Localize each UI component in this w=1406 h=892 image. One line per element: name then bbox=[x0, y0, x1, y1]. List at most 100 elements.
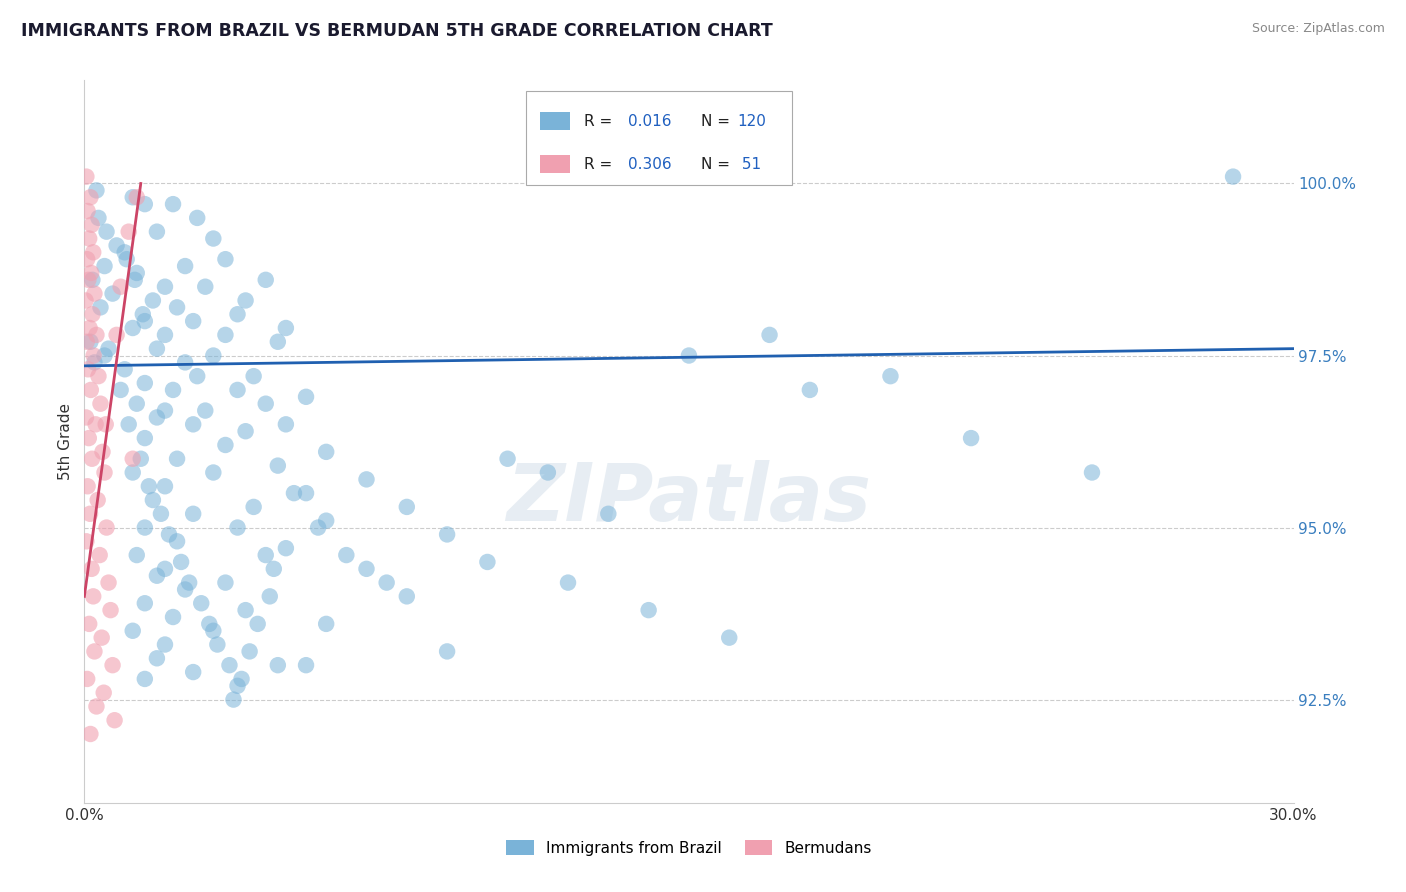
Point bbox=[134, 197, 156, 211]
Point bbox=[90, 631, 112, 645]
Point bbox=[153, 562, 176, 576]
Point bbox=[162, 610, 184, 624]
Point bbox=[97, 575, 120, 590]
Point bbox=[335, 548, 357, 562]
Point bbox=[77, 431, 100, 445]
Point bbox=[82, 590, 104, 604]
Text: R =: R = bbox=[583, 157, 612, 172]
Point bbox=[226, 520, 249, 534]
Point bbox=[93, 259, 115, 273]
Point bbox=[259, 590, 281, 604]
Point bbox=[239, 644, 262, 658]
Point bbox=[79, 321, 101, 335]
Point bbox=[146, 342, 169, 356]
Point bbox=[198, 616, 221, 631]
Point bbox=[186, 369, 208, 384]
Point bbox=[315, 616, 337, 631]
Y-axis label: 5th Grade: 5th Grade bbox=[58, 403, 73, 480]
Point bbox=[104, 713, 127, 727]
Point bbox=[80, 562, 103, 576]
Point bbox=[222, 692, 245, 706]
Point bbox=[132, 307, 155, 321]
Point bbox=[142, 493, 165, 508]
Point bbox=[267, 658, 290, 673]
Point bbox=[194, 403, 217, 417]
Point bbox=[121, 321, 143, 335]
Point bbox=[1222, 169, 1244, 184]
Point bbox=[315, 445, 337, 459]
Point bbox=[89, 301, 111, 315]
Point bbox=[83, 286, 105, 301]
Point bbox=[214, 575, 236, 590]
Point bbox=[125, 548, 148, 562]
Point bbox=[214, 438, 236, 452]
Point bbox=[146, 568, 169, 582]
Text: 120: 120 bbox=[737, 113, 766, 128]
Point bbox=[295, 390, 318, 404]
Point bbox=[118, 225, 141, 239]
Point bbox=[89, 397, 111, 411]
Point bbox=[138, 479, 160, 493]
Point bbox=[242, 500, 264, 514]
Point bbox=[87, 211, 110, 225]
Point bbox=[86, 699, 108, 714]
Point bbox=[181, 314, 204, 328]
Point bbox=[83, 349, 105, 363]
Point bbox=[395, 590, 418, 604]
Point bbox=[295, 486, 318, 500]
Point bbox=[115, 252, 138, 267]
Point bbox=[142, 293, 165, 308]
Point bbox=[79, 334, 101, 349]
Point bbox=[375, 575, 398, 590]
Point bbox=[254, 397, 277, 411]
Point bbox=[162, 197, 184, 211]
Point bbox=[153, 327, 176, 342]
Point bbox=[537, 466, 560, 480]
Point bbox=[121, 466, 143, 480]
Point bbox=[146, 225, 169, 239]
Point bbox=[76, 204, 98, 219]
Point bbox=[87, 369, 110, 384]
Point bbox=[124, 273, 146, 287]
Point bbox=[83, 355, 105, 369]
Point bbox=[254, 273, 277, 287]
Point bbox=[121, 451, 143, 466]
Point bbox=[121, 190, 143, 204]
Point bbox=[179, 575, 201, 590]
Text: ZIPatlas: ZIPatlas bbox=[506, 460, 872, 539]
Point bbox=[110, 383, 132, 397]
Point bbox=[134, 596, 156, 610]
Point bbox=[84, 417, 107, 432]
Point bbox=[93, 349, 115, 363]
Point bbox=[86, 183, 108, 197]
Point bbox=[166, 451, 188, 466]
Point bbox=[267, 334, 290, 349]
Point bbox=[436, 644, 458, 658]
Point bbox=[146, 651, 169, 665]
Point bbox=[76, 252, 98, 267]
Point bbox=[75, 293, 97, 308]
Point bbox=[496, 451, 519, 466]
Point bbox=[80, 218, 103, 232]
Point bbox=[153, 479, 176, 493]
Bar bbox=[540, 155, 571, 173]
Point bbox=[86, 493, 108, 508]
Text: Source: ZipAtlas.com: Source: ZipAtlas.com bbox=[1251, 22, 1385, 36]
Point bbox=[134, 376, 156, 390]
Point bbox=[598, 507, 620, 521]
Point bbox=[105, 327, 128, 342]
Point bbox=[231, 672, 253, 686]
Point bbox=[82, 307, 104, 321]
Point bbox=[75, 169, 97, 184]
Point bbox=[214, 252, 236, 267]
Point bbox=[202, 349, 225, 363]
Point bbox=[557, 575, 579, 590]
Point bbox=[80, 266, 103, 280]
Point bbox=[283, 486, 305, 500]
Point bbox=[79, 507, 101, 521]
Point bbox=[274, 321, 297, 335]
Point bbox=[121, 624, 143, 638]
Point bbox=[134, 314, 156, 328]
Point bbox=[125, 266, 148, 280]
Point bbox=[134, 431, 156, 445]
